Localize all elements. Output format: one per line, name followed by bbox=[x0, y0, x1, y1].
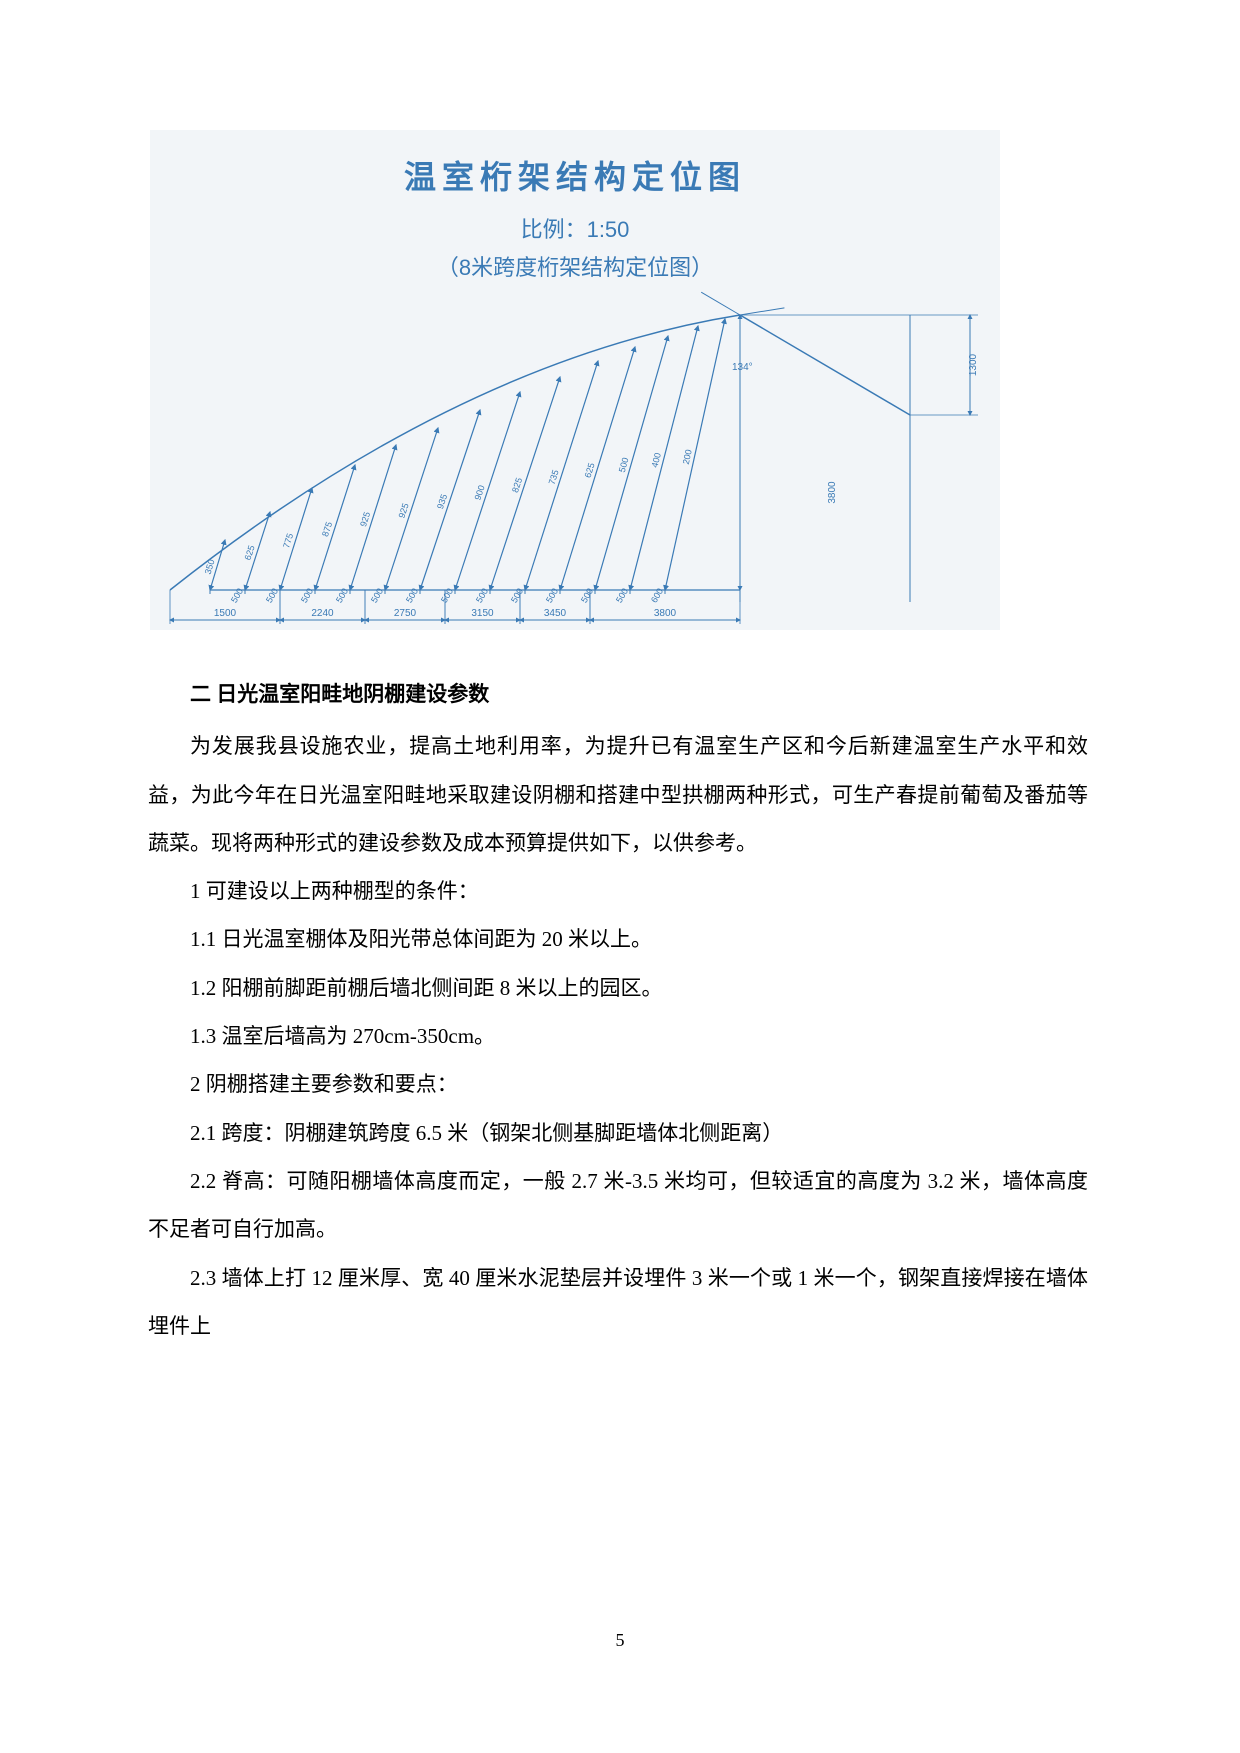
svg-text:1500: 1500 bbox=[214, 608, 237, 619]
svg-text:500: 500 bbox=[404, 586, 420, 604]
svg-text:500: 500 bbox=[229, 586, 245, 604]
page-number: 5 bbox=[0, 1630, 1240, 1651]
svg-text:500: 500 bbox=[617, 456, 631, 473]
item-1-2: 1.2 阳棚前脚距前棚后墙北侧间距 8 米以上的园区。 bbox=[148, 964, 1088, 1012]
svg-text:500: 500 bbox=[544, 586, 560, 604]
svg-text:500: 500 bbox=[264, 586, 280, 604]
item-1-3: 1.3 温室后墙高为 270cm-350cm。 bbox=[148, 1012, 1088, 1060]
paragraph-intro: 为发展我县设施农业，提高土地利用率，为提升已有温室生产区和今后新建温室生产水平和… bbox=[148, 722, 1088, 867]
svg-text:500: 500 bbox=[439, 586, 455, 604]
svg-text:500: 500 bbox=[579, 586, 595, 604]
item-2-2: 2.2 脊高：可随阳棚墙体高度而定，一般 2.7 米-3.5 米均可，但较适宜的… bbox=[148, 1157, 1088, 1254]
svg-text:400: 400 bbox=[650, 452, 663, 469]
svg-text:500: 500 bbox=[614, 586, 630, 604]
svg-text:2750: 2750 bbox=[394, 608, 417, 619]
svg-text:3800: 3800 bbox=[827, 481, 838, 504]
svg-text:2240: 2240 bbox=[311, 608, 334, 619]
truss-diagram-svg: 134°130038003505006255007755008755009255… bbox=[150, 130, 1000, 630]
svg-text:500: 500 bbox=[369, 586, 385, 604]
svg-text:500: 500 bbox=[509, 586, 525, 604]
item-2-1: 2.1 跨度：阴棚建筑跨度 6.5 米（钢架北侧基脚距墙体北侧距离） bbox=[148, 1109, 1088, 1157]
svg-text:3450: 3450 bbox=[544, 608, 567, 619]
item-1: 1 可建设以上两种棚型的条件： bbox=[148, 867, 1088, 915]
svg-text:500: 500 bbox=[299, 586, 315, 604]
section-heading: 二 日光温室阳畦地阴棚建设参数 bbox=[148, 670, 1088, 718]
svg-text:500: 500 bbox=[474, 586, 490, 604]
item-2-3: 2.3 墙体上打 12 厘米厚、宽 40 厘米水泥垫层并设埋件 3 米一个或 1… bbox=[148, 1254, 1088, 1351]
body-text: 二 日光温室阳畦地阴棚建设参数 为发展我县设施农业，提高土地利用率，为提升已有温… bbox=[148, 670, 1088, 1350]
svg-text:600: 600 bbox=[649, 586, 665, 604]
svg-text:500: 500 bbox=[334, 586, 350, 604]
svg-text:3800: 3800 bbox=[654, 608, 677, 619]
svg-text:134°: 134° bbox=[732, 362, 753, 373]
svg-text:1300: 1300 bbox=[968, 353, 979, 376]
truss-diagram-panel: 温室桁架结构定位图 比例：1:50 （8米跨度桁架结构定位图） 134°1300… bbox=[150, 130, 1000, 630]
item-1-1: 1.1 日光温室棚体及阳光带总体间距为 20 米以上。 bbox=[148, 915, 1088, 963]
svg-text:3150: 3150 bbox=[471, 608, 494, 619]
svg-text:350: 350 bbox=[203, 558, 217, 575]
item-2: 2 阴棚搭建主要参数和要点： bbox=[148, 1060, 1088, 1108]
svg-text:200: 200 bbox=[681, 448, 694, 465]
